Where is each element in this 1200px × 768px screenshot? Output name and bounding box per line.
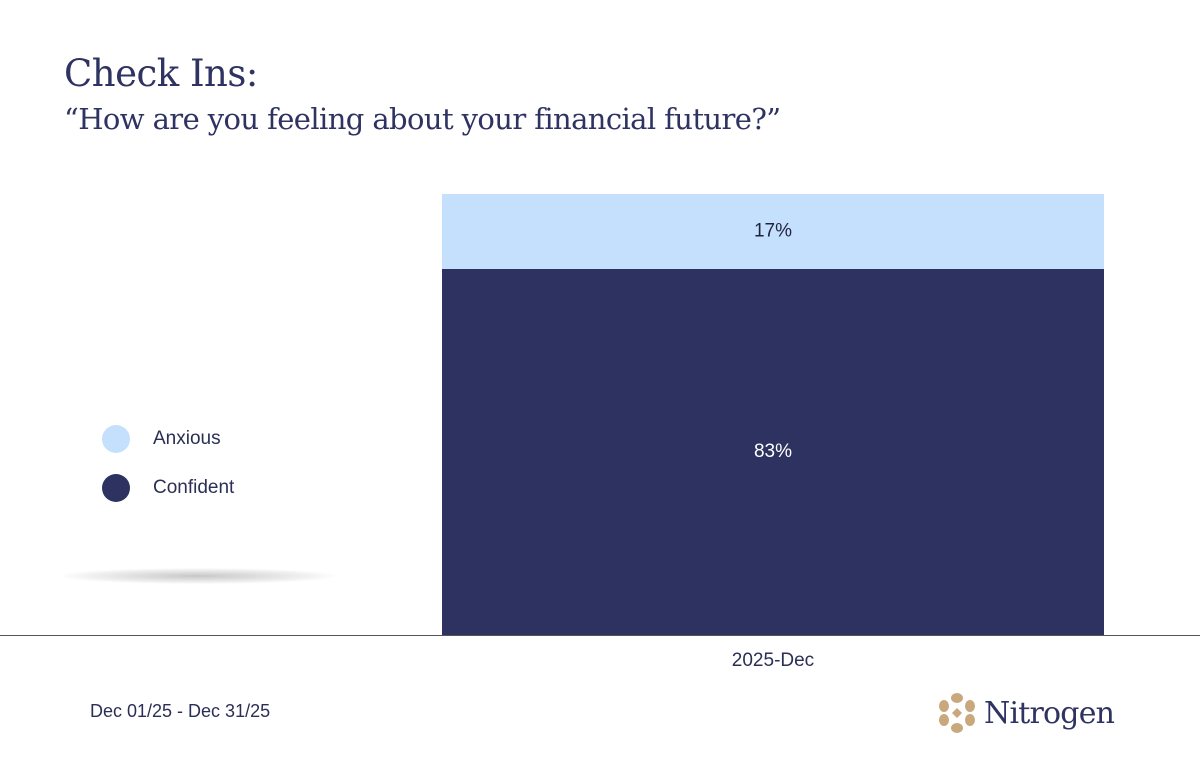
data-label-anxious: 17% [754,221,792,242]
nitrogen-logo-icon [939,693,975,733]
legend-swatch-confident [102,474,130,502]
x-tick-label: 2025-Dec [732,650,814,671]
question-subtitle: “How are you feeling about your financia… [64,102,781,136]
bar-confident [442,268,1104,635]
date-range: Dec 01/25 - Dec 31/25 [90,701,271,721]
legend-label-anxious: Anxious [153,428,221,449]
legend-shadow [60,568,336,584]
page-title: Check Ins: [64,52,258,95]
legend-item-confident[interactable]: Confident [102,473,234,503]
logo-wordmark: Nitrogen [984,695,1115,731]
legend-swatch-anxious [102,425,130,453]
nitrogen-logo: Nitrogen [936,690,1115,736]
stacked-bar-chart: 17% 83% 2025-Dec [0,194,1200,671]
legend-label-confident: Confident [153,477,235,498]
legend: Anxious Confident [102,424,234,522]
data-label-confident: 83% [754,441,792,462]
bar-anxious [442,194,1104,269]
legend-item-anxious[interactable]: Anxious [102,424,234,454]
